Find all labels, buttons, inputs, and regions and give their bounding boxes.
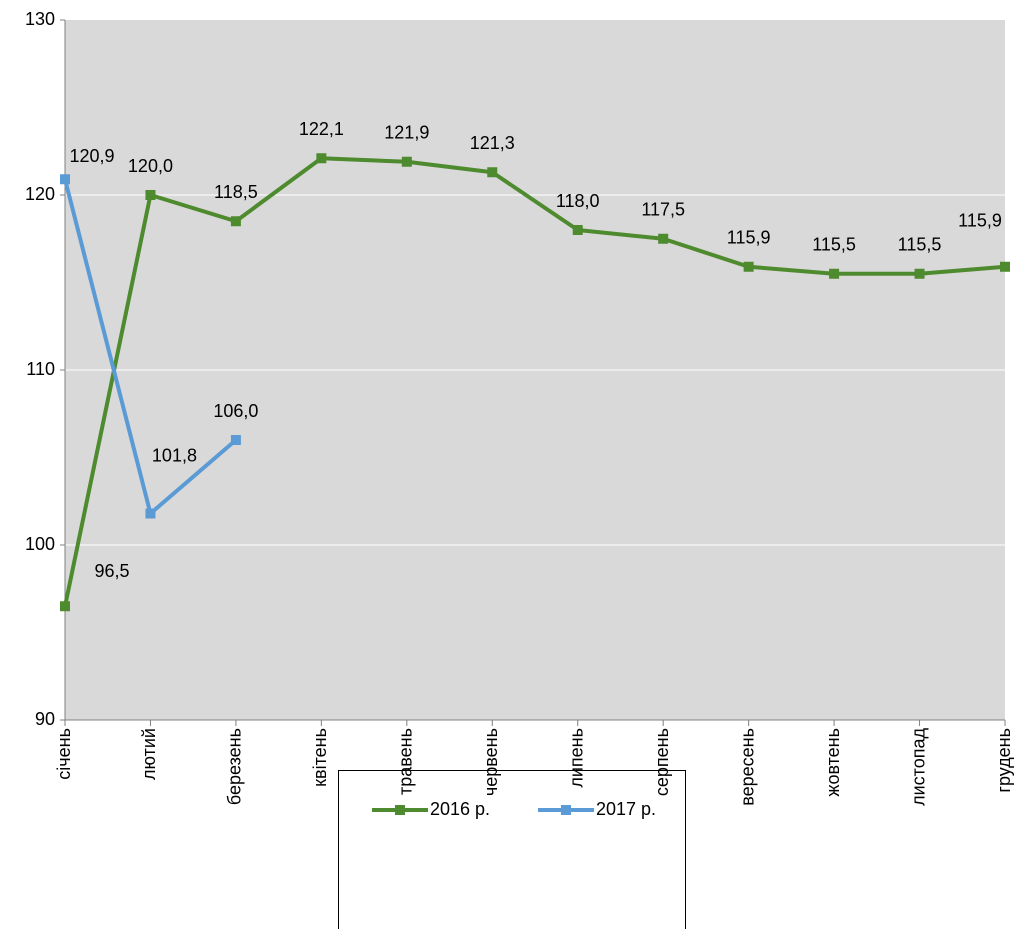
- legend-marker: [561, 805, 571, 815]
- point-marker: [401, 156, 412, 167]
- data-label: 121,3: [470, 133, 515, 153]
- point-marker: [60, 601, 70, 612]
- y-tick-label: 100: [25, 534, 55, 554]
- data-label: 96,5: [94, 561, 129, 581]
- x-tick-label: січень: [54, 728, 74, 780]
- data-label: 117,5: [641, 200, 685, 220]
- data-label: 115,5: [898, 235, 942, 255]
- data-label: 115,5: [812, 235, 856, 255]
- point-marker: [145, 190, 156, 200]
- point-marker: [829, 268, 840, 279]
- y-tick-label: 130: [25, 9, 55, 29]
- series-line: [63, 156, 1006, 607]
- x-tick-label: квітень: [310, 728, 330, 787]
- x-tick-label: вересень: [737, 728, 757, 806]
- x-tick-label: липень: [566, 728, 586, 788]
- point-marker: [230, 435, 241, 445]
- point-marker: [572, 225, 583, 235]
- data-label: 118,5: [214, 182, 258, 202]
- point-marker: [145, 508, 156, 519]
- data-label: 121,9: [384, 123, 429, 143]
- data-label: 101,8: [152, 445, 197, 465]
- point-marker: [914, 268, 925, 279]
- point-marker: [230, 216, 241, 227]
- data-label: 106,0: [213, 401, 258, 421]
- y-tick-label: 120: [25, 184, 55, 204]
- x-tick-label: жовтень: [823, 728, 843, 797]
- point-marker: [316, 153, 327, 164]
- point-marker: [743, 261, 754, 272]
- point-marker: [60, 174, 70, 185]
- legend-marker: [395, 805, 405, 815]
- point-marker: [1000, 261, 1010, 272]
- point-marker: [658, 233, 669, 244]
- x-tick-label: листопад: [908, 728, 928, 806]
- y-tick-label: 110: [26, 359, 55, 379]
- data-label: 122,1: [299, 119, 344, 139]
- legend-label: 2017 р.: [596, 799, 656, 819]
- x-tick-label: грудень: [994, 728, 1014, 793]
- data-label: 115,9: [727, 228, 771, 248]
- point-marker: [487, 167, 498, 178]
- x-tick-label: лютий: [139, 728, 159, 780]
- data-label: 115,9: [958, 211, 1002, 231]
- y-tick-label: 90: [35, 709, 55, 729]
- x-tick-label: серпень: [652, 728, 672, 796]
- x-tick-label: травень: [396, 728, 416, 795]
- x-tick-label: березень: [225, 728, 245, 805]
- data-label: 120,0: [128, 156, 173, 176]
- x-tick-label: червень: [481, 728, 501, 796]
- legend-label: 2016 р.: [430, 799, 490, 819]
- legend-box: [338, 770, 686, 929]
- data-label: 118,0: [556, 191, 600, 211]
- data-label: 120,9: [69, 146, 114, 166]
